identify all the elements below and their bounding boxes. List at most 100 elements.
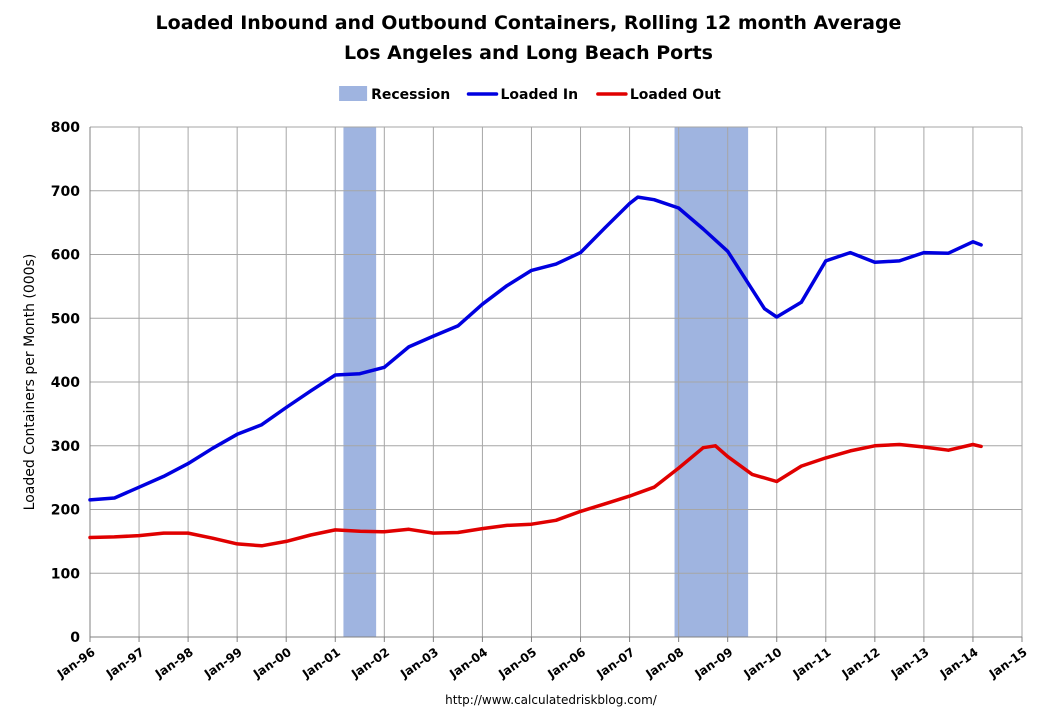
y-tick-label: 700	[51, 184, 80, 200]
data-point-loaded-in	[701, 227, 705, 231]
data-point-loaded-out	[186, 531, 190, 535]
data-point-loaded-in	[186, 462, 190, 466]
data-point-loaded-out	[309, 533, 313, 537]
data-point-loaded-in	[873, 260, 877, 264]
x-tick-label: Jan-02	[348, 645, 392, 682]
y-tick-label: 800	[51, 120, 80, 136]
data-point-loaded-in	[333, 373, 337, 377]
data-point-loaded-in	[162, 474, 166, 478]
x-tick-label: Jan-10	[741, 645, 785, 682]
y-tick-label: 100	[51, 566, 80, 582]
data-point-loaded-out	[750, 472, 754, 476]
data-point-loaded-out	[603, 502, 607, 506]
data-point-loaded-out	[260, 544, 264, 548]
data-point-loaded-in	[677, 206, 681, 210]
data-point-loaded-in	[529, 268, 533, 272]
source-note: http://www.calculatedriskblog.com/	[445, 693, 658, 707]
data-point-loaded-in	[799, 300, 803, 304]
data-point-loaded-in	[456, 324, 460, 328]
x-tick-label: Jan-97	[103, 645, 147, 682]
data-point-loaded-in	[579, 251, 583, 255]
data-point-loaded-in	[762, 307, 766, 311]
data-point-loaded-out	[979, 444, 983, 448]
y-axis-label: Loaded Containers per Month (000s)	[22, 254, 38, 511]
data-point-loaded-out	[407, 527, 411, 531]
data-point-loaded-out	[971, 442, 975, 446]
data-point-loaded-in	[309, 389, 313, 393]
data-point-loaded-out	[235, 542, 239, 546]
x-tick-label: Jan-15	[986, 645, 1030, 682]
data-point-loaded-out	[775, 479, 779, 483]
data-point-loaded-out	[701, 446, 705, 450]
data-point-loaded-in	[824, 259, 828, 263]
data-point-loaded-out	[162, 531, 166, 535]
x-tick-label: Jan-99	[201, 645, 245, 682]
data-point-loaded-in	[382, 365, 386, 369]
data-point-loaded-out	[946, 448, 950, 452]
x-tick-label: Jan-13	[888, 645, 932, 682]
data-point-loaded-in	[775, 315, 779, 319]
y-tick-label: 0	[70, 630, 80, 646]
data-point-loaded-out	[382, 530, 386, 534]
data-point-loaded-in	[137, 485, 141, 489]
chart-title: Loaded Inbound and Outbound Containers, …	[155, 12, 902, 34]
data-point-loaded-out	[456, 530, 460, 534]
y-tick-label: 300	[51, 439, 80, 455]
data-point-loaded-out	[799, 464, 803, 468]
data-point-loaded-out	[628, 494, 632, 498]
series-line-loaded-in	[88, 195, 983, 502]
x-tick-label: Jan-96	[54, 645, 98, 682]
data-point-loaded-in	[922, 251, 926, 255]
data-point-loaded-in	[652, 198, 656, 202]
data-point-loaded-in	[554, 262, 558, 266]
x-tick-label: Jan-04	[446, 645, 490, 682]
data-point-loaded-in	[603, 226, 607, 230]
y-tick-label: 500	[51, 311, 80, 327]
x-tick-label: Jan-12	[839, 645, 883, 682]
data-point-loaded-in	[407, 345, 411, 349]
x-tick-label: Jan-08	[642, 645, 686, 682]
data-point-loaded-out	[137, 534, 141, 538]
data-point-loaded-out	[554, 518, 558, 522]
data-point-loaded-out	[505, 523, 509, 527]
data-point-loaded-in	[211, 446, 215, 450]
x-tick-label: Jan-14	[937, 645, 981, 682]
y-tick-label: 600	[51, 248, 80, 264]
data-point-loaded-in	[628, 202, 632, 205]
data-point-loaded-in	[480, 302, 484, 306]
data-point-loaded-in	[358, 372, 362, 376]
y-tick-label: 400	[51, 375, 80, 391]
data-point-loaded-in	[750, 288, 754, 292]
data-point-loaded-out	[677, 466, 681, 470]
chart-subtitle: Los Angeles and Long Beach Ports	[344, 42, 713, 64]
data-point-loaded-in	[979, 243, 983, 247]
data-point-loaded-out	[284, 539, 288, 543]
data-point-loaded-out	[652, 485, 656, 489]
x-tick-label: Jan-06	[544, 645, 588, 682]
data-point-loaded-out	[113, 535, 117, 539]
x-tick-label: Jan-98	[152, 645, 196, 682]
data-point-loaded-out	[480, 527, 484, 531]
legend-label-loaded-out: Loaded Out	[630, 87, 721, 103]
data-point-loaded-out	[333, 528, 337, 532]
data-point-loaded-out	[88, 536, 92, 540]
data-point-loaded-in	[971, 240, 975, 244]
data-point-loaded-out	[713, 444, 717, 448]
chart-legend: Recession Loaded In Loaded Out	[339, 86, 721, 103]
data-point-loaded-out	[848, 449, 852, 453]
data-point-loaded-out	[922, 445, 926, 449]
data-point-loaded-out	[529, 522, 533, 526]
legend-swatch-recession	[339, 86, 368, 101]
x-tick-label: Jan-05	[495, 645, 539, 682]
data-point-loaded-out	[873, 444, 877, 448]
data-point-loaded-in	[260, 423, 264, 427]
data-point-loaded-in	[431, 334, 435, 338]
x-tick-label: Jan-11	[790, 645, 834, 682]
data-point-loaded-out	[897, 442, 901, 446]
data-point-loaded-in	[284, 406, 288, 409]
series-line-loaded-out	[88, 442, 983, 548]
x-tick-label: Jan-01	[299, 645, 343, 682]
data-point-loaded-in	[88, 498, 92, 502]
